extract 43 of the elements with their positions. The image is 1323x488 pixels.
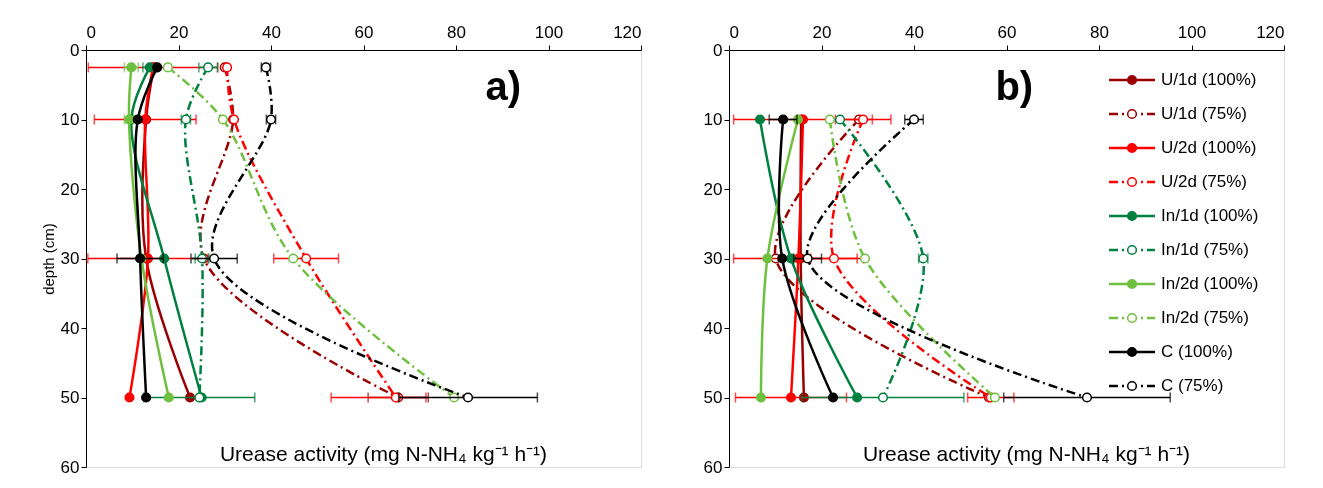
y-tick-label: 10 (60, 110, 80, 129)
y-tick-label: 60 (60, 457, 80, 477)
y-tick-label: 20 (703, 179, 723, 199)
x-tick-label: 60 (997, 22, 1017, 42)
y-tick-label: 50 (703, 388, 723, 407)
y-tick-label: 50 (60, 388, 80, 407)
legend-label: In/1d (75%) (1161, 240, 1249, 259)
annotation: a) (485, 64, 522, 108)
x-tick-label: 80 (447, 22, 466, 42)
legend-label: U/1d (100%) (1161, 70, 1257, 89)
y-tick-label: 0 (70, 40, 80, 60)
legend-label: U/1d (75%) (1161, 104, 1247, 123)
legend-label: U/2d (100%) (1161, 138, 1257, 157)
y-tick-label: 40 (60, 318, 80, 338)
legend-label: In/2d (100%) (1161, 274, 1259, 293)
y-tick-label: 0 (713, 40, 723, 60)
y-axis-title: depth (cm) (39, 223, 57, 295)
legend-label: C (75%) (1161, 376, 1224, 395)
x-tick-label: 40 (262, 22, 281, 42)
x-tick-label: 0 (86, 22, 96, 42)
legend-label: U/2d (75%) (1161, 172, 1247, 191)
x-tick-label: 80 (1090, 22, 1109, 42)
legend-label: In/1d (100%) (1161, 206, 1259, 225)
y-tick-label: 30 (60, 249, 80, 268)
x-tick-label: 20 (812, 22, 832, 42)
y-tick-label: 60 (703, 457, 723, 477)
x-tick-label: 60 (354, 22, 374, 42)
x-tick-label: 20 (169, 22, 189, 42)
y-tick-label: 20 (60, 179, 80, 199)
x-tick-label: 0 (729, 22, 739, 42)
x-tick-label: 120 (613, 22, 642, 42)
x-tick-label: 100 (1177, 22, 1207, 42)
x-tick-label: 40 (905, 22, 924, 42)
x-tick-label: 100 (534, 22, 564, 42)
annotation: b) (995, 64, 1034, 108)
legend-label: In/2d (75%) (1161, 308, 1249, 327)
y-tick-label: 30 (703, 249, 723, 268)
x-axis-title: Urease activity (mg N-NH₄ kg⁻¹ h⁻¹) (219, 442, 548, 465)
legend-label: C (100%) (1161, 342, 1233, 361)
x-axis-title: Urease activity (mg N-NH₄ kg⁻¹ h⁻¹) (862, 442, 1191, 465)
y-tick-label: 10 (703, 110, 723, 129)
x-tick-label: 120 (1256, 22, 1285, 42)
y-tick-label: 40 (703, 318, 723, 338)
